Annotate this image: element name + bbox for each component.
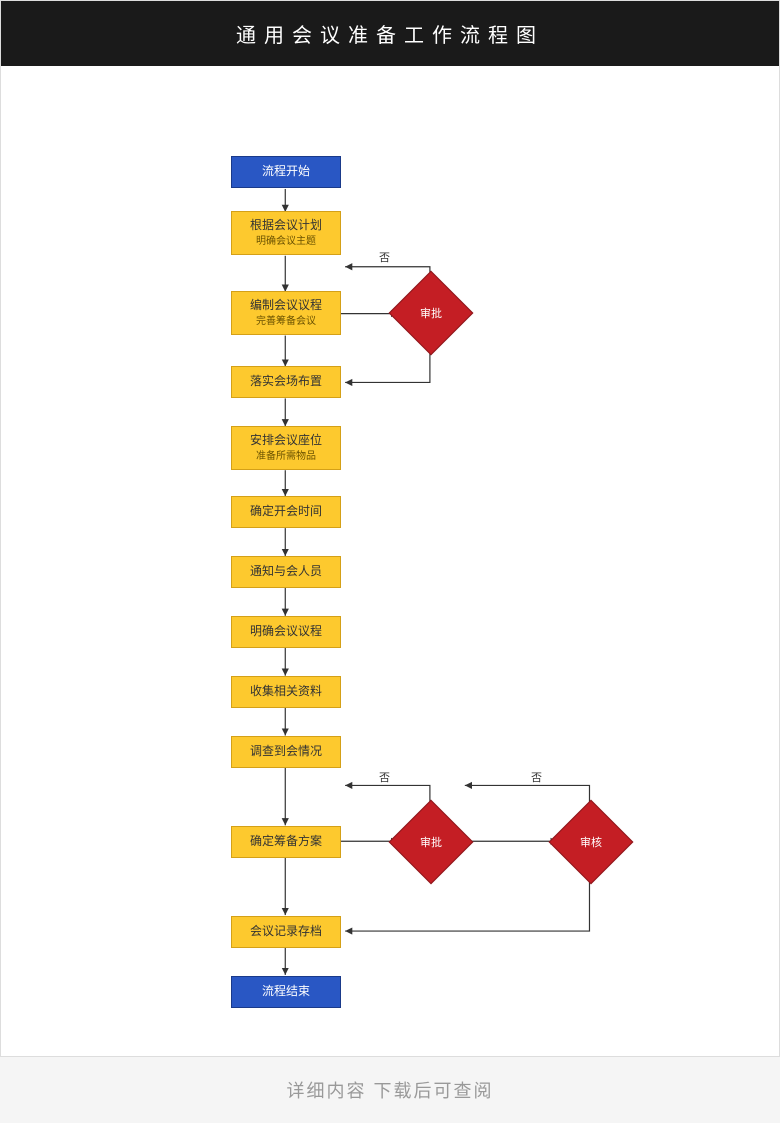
node-label: 根据会议计划 <box>250 218 322 234</box>
node-collect: 收集相关资料 <box>231 676 341 708</box>
node-label: 安排会议座位 <box>250 433 322 449</box>
flowchart-canvas: 流程开始 根据会议计划 明确会议主题 编制会议议程 完善筹备会议 审批 否 落实… <box>1 66 779 1056</box>
edge-label-no-3: 否 <box>531 769 542 785</box>
decision-label: 审批 <box>420 834 442 850</box>
node-agenda2: 明确会议议程 <box>231 616 341 648</box>
decision-approve-1: 审批 <box>401 283 461 343</box>
node-label: 落实会场布置 <box>250 374 322 390</box>
node-start: 流程开始 <box>231 156 341 188</box>
node-label: 编制会议议程 <box>250 298 322 314</box>
decision-label: 审核 <box>580 834 602 850</box>
node-label: 会议记录存档 <box>250 924 322 940</box>
connector-layer <box>1 66 779 1056</box>
edge-label-no-1: 否 <box>379 249 390 265</box>
footer-text: 详细内容 下载后可查阅 <box>0 1057 780 1123</box>
node-prepare: 确定筹备方案 <box>231 826 341 858</box>
node-label: 收集相关资料 <box>250 684 322 700</box>
node-end: 流程结束 <box>231 976 341 1008</box>
node-label: 调查到会情况 <box>250 744 322 760</box>
node-label: 通知与会人员 <box>250 564 322 580</box>
node-archive: 会议记录存档 <box>231 916 341 948</box>
node-label: 确定筹备方案 <box>250 834 322 850</box>
node-plan: 根据会议计划 明确会议主题 <box>231 211 341 255</box>
node-label: 流程结束 <box>262 984 310 1000</box>
node-label: 确定开会时间 <box>250 504 322 520</box>
page-title: 通用会议准备工作流程图 <box>1 1 779 66</box>
decision-label: 审批 <box>420 305 442 321</box>
node-sublabel: 完善筹备会议 <box>256 315 316 328</box>
edge-label-no-2: 否 <box>379 769 390 785</box>
node-seating: 安排会议座位 准备所需物品 <box>231 426 341 470</box>
node-sublabel: 明确会议主题 <box>256 235 316 248</box>
node-time: 确定开会时间 <box>231 496 341 528</box>
node-venue: 落实会场布置 <box>231 366 341 398</box>
node-agenda: 编制会议议程 完善筹备会议 <box>231 291 341 335</box>
node-attendance: 调查到会情况 <box>231 736 341 768</box>
node-notify: 通知与会人员 <box>231 556 341 588</box>
page-container: 通用会议准备工作流程图 <box>0 0 780 1057</box>
node-sublabel: 准备所需物品 <box>256 450 316 463</box>
node-label: 流程开始 <box>262 164 310 180</box>
node-label: 明确会议议程 <box>250 624 322 640</box>
decision-approve-2: 审批 <box>401 812 461 872</box>
decision-review: 审核 <box>561 812 621 872</box>
